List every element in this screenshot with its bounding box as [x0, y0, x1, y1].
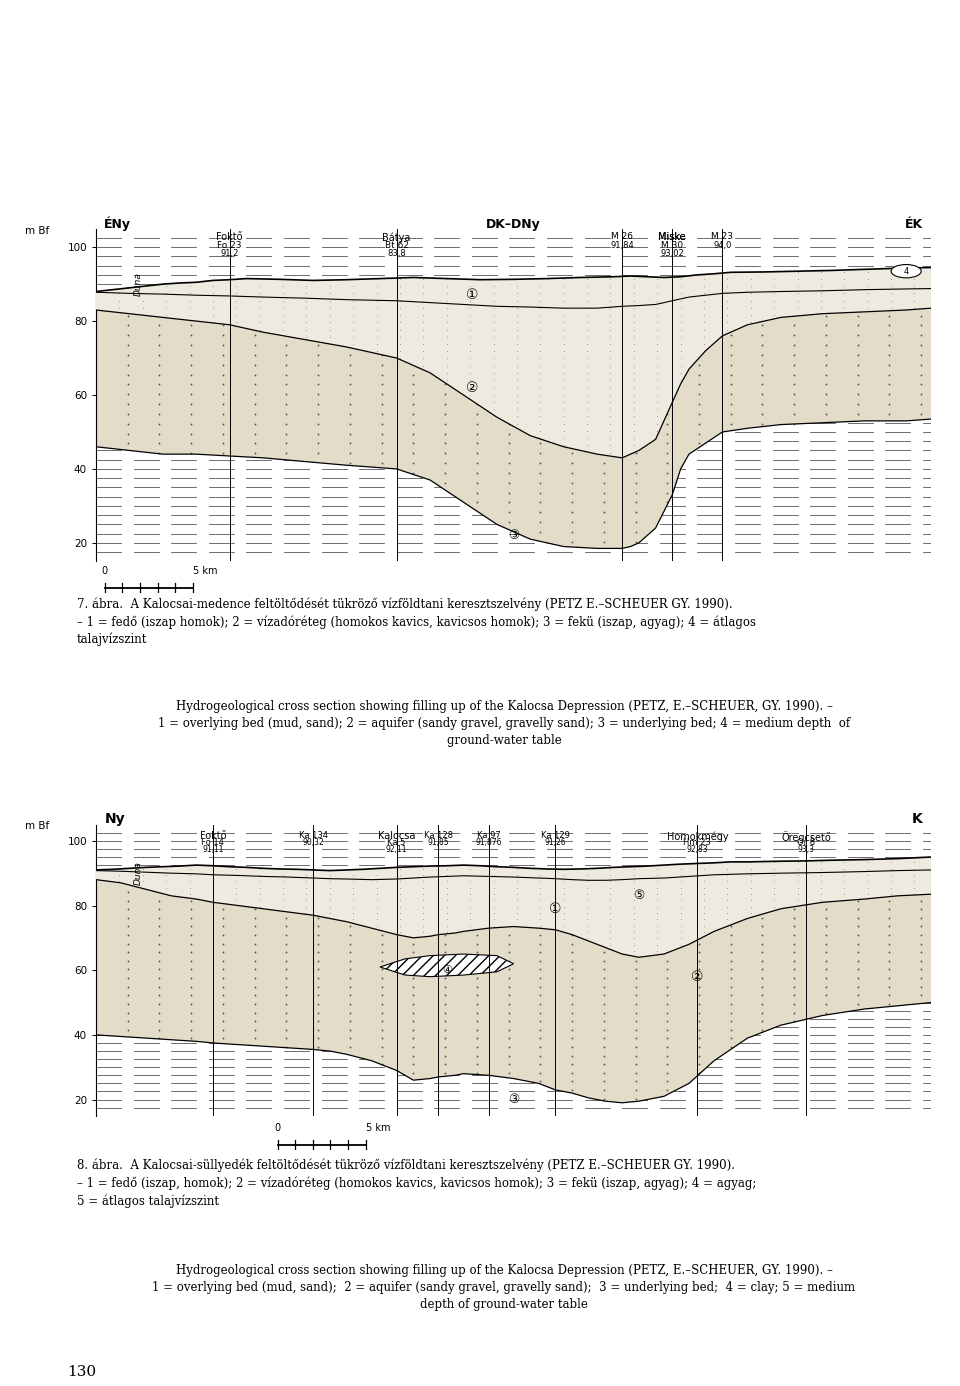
Text: m Bf: m Bf	[25, 821, 50, 832]
Text: Foktő: Foktő	[216, 233, 243, 243]
Text: ⑤: ⑤	[634, 890, 644, 902]
Text: 0: 0	[275, 1123, 280, 1132]
Text: 91,876: 91,876	[475, 839, 502, 847]
Polygon shape	[96, 267, 931, 457]
Text: Miske: Miske	[659, 233, 686, 243]
Text: 92,83: 92,83	[686, 845, 708, 854]
Text: 90,32: 90,32	[302, 839, 324, 847]
Polygon shape	[96, 880, 931, 1103]
Text: Bt 62: Bt 62	[385, 241, 409, 249]
Text: 91,2: 91,2	[221, 249, 239, 258]
Text: 94,0: 94,0	[713, 241, 732, 249]
Text: Ka 97: Ka 97	[477, 832, 500, 840]
Text: Kalocsa: Kalocsa	[378, 832, 416, 841]
Text: ②: ②	[466, 381, 478, 395]
Text: 0: 0	[102, 565, 108, 575]
Text: M 30: M 30	[661, 241, 684, 249]
Text: Homokmégy: Homokmégy	[666, 832, 728, 841]
Text: Ka 5: Ka 5	[388, 839, 406, 847]
Text: 83,8: 83,8	[387, 249, 406, 258]
Text: Fo 23: Fo 23	[217, 241, 242, 249]
Text: K: K	[912, 812, 923, 826]
Polygon shape	[380, 954, 514, 977]
Text: 93,02: 93,02	[660, 249, 684, 258]
Text: Duna: Duna	[133, 861, 142, 886]
Text: Öregcsető: Öregcsető	[781, 832, 830, 843]
Text: DK–DNy: DK–DNy	[486, 218, 541, 230]
Text: ①: ①	[549, 902, 562, 916]
Text: Hydrogeological cross section showing filling up of the Kalocsa Depression (PETZ: Hydrogeological cross section showing fi…	[153, 1264, 855, 1311]
Text: ③: ③	[508, 529, 519, 542]
Text: 91,84: 91,84	[611, 241, 634, 249]
Text: 8. ábra.  A Kalocsai-süllyedék feltöltődését tükröző vízföldtani keresztszelvény: 8. ábra. A Kalocsai-süllyedék feltöltődé…	[77, 1159, 756, 1207]
Text: Fo 14: Fo 14	[202, 839, 225, 847]
Text: Ka 129: Ka 129	[540, 832, 570, 840]
Text: Ka 134: Ka 134	[299, 832, 327, 840]
Text: ④: ④	[442, 965, 452, 976]
Text: 91,11: 91,11	[203, 845, 224, 854]
Text: Miske: Miske	[659, 233, 686, 243]
Text: Hm 23: Hm 23	[684, 839, 711, 847]
Text: ①: ①	[466, 288, 478, 302]
Text: 92,11: 92,11	[386, 845, 407, 854]
Polygon shape	[96, 308, 931, 549]
Text: ÉNy: ÉNy	[105, 216, 132, 230]
Text: M 26: M 26	[612, 233, 634, 241]
Text: Hydrogeological cross section showing filling up of the Kalocsa Depression (PETZ: Hydrogeological cross section showing fi…	[158, 700, 850, 747]
Text: ②: ②	[691, 970, 704, 984]
Circle shape	[891, 265, 922, 277]
Text: 7. ábra.  A Kalocsai-medence feltöltődését tükröző vízföldtani keresztszelvény (: 7. ábra. A Kalocsai-medence feltöltődésé…	[77, 597, 756, 646]
Text: Or 8: Or 8	[797, 839, 815, 847]
Text: Foktő: Foktő	[200, 832, 227, 841]
Text: Ka 128: Ka 128	[424, 832, 453, 840]
Text: 5 km: 5 km	[193, 565, 217, 575]
Text: 93,3: 93,3	[798, 845, 814, 854]
Text: ÉK: ÉK	[904, 218, 923, 230]
Text: 4: 4	[903, 266, 909, 276]
Text: M 23: M 23	[711, 233, 733, 241]
Text: ③: ③	[508, 1094, 519, 1106]
Text: Bátya: Bátya	[382, 233, 411, 243]
Text: Ny: Ny	[105, 812, 125, 826]
Text: 5 km: 5 km	[366, 1123, 390, 1132]
Text: m Bf: m Bf	[25, 226, 50, 236]
Text: 91,26: 91,26	[544, 839, 566, 847]
Text: 91,85: 91,85	[427, 839, 449, 847]
Text: Duna: Duna	[133, 272, 142, 297]
Polygon shape	[96, 857, 931, 958]
Text: 130: 130	[67, 1365, 96, 1379]
